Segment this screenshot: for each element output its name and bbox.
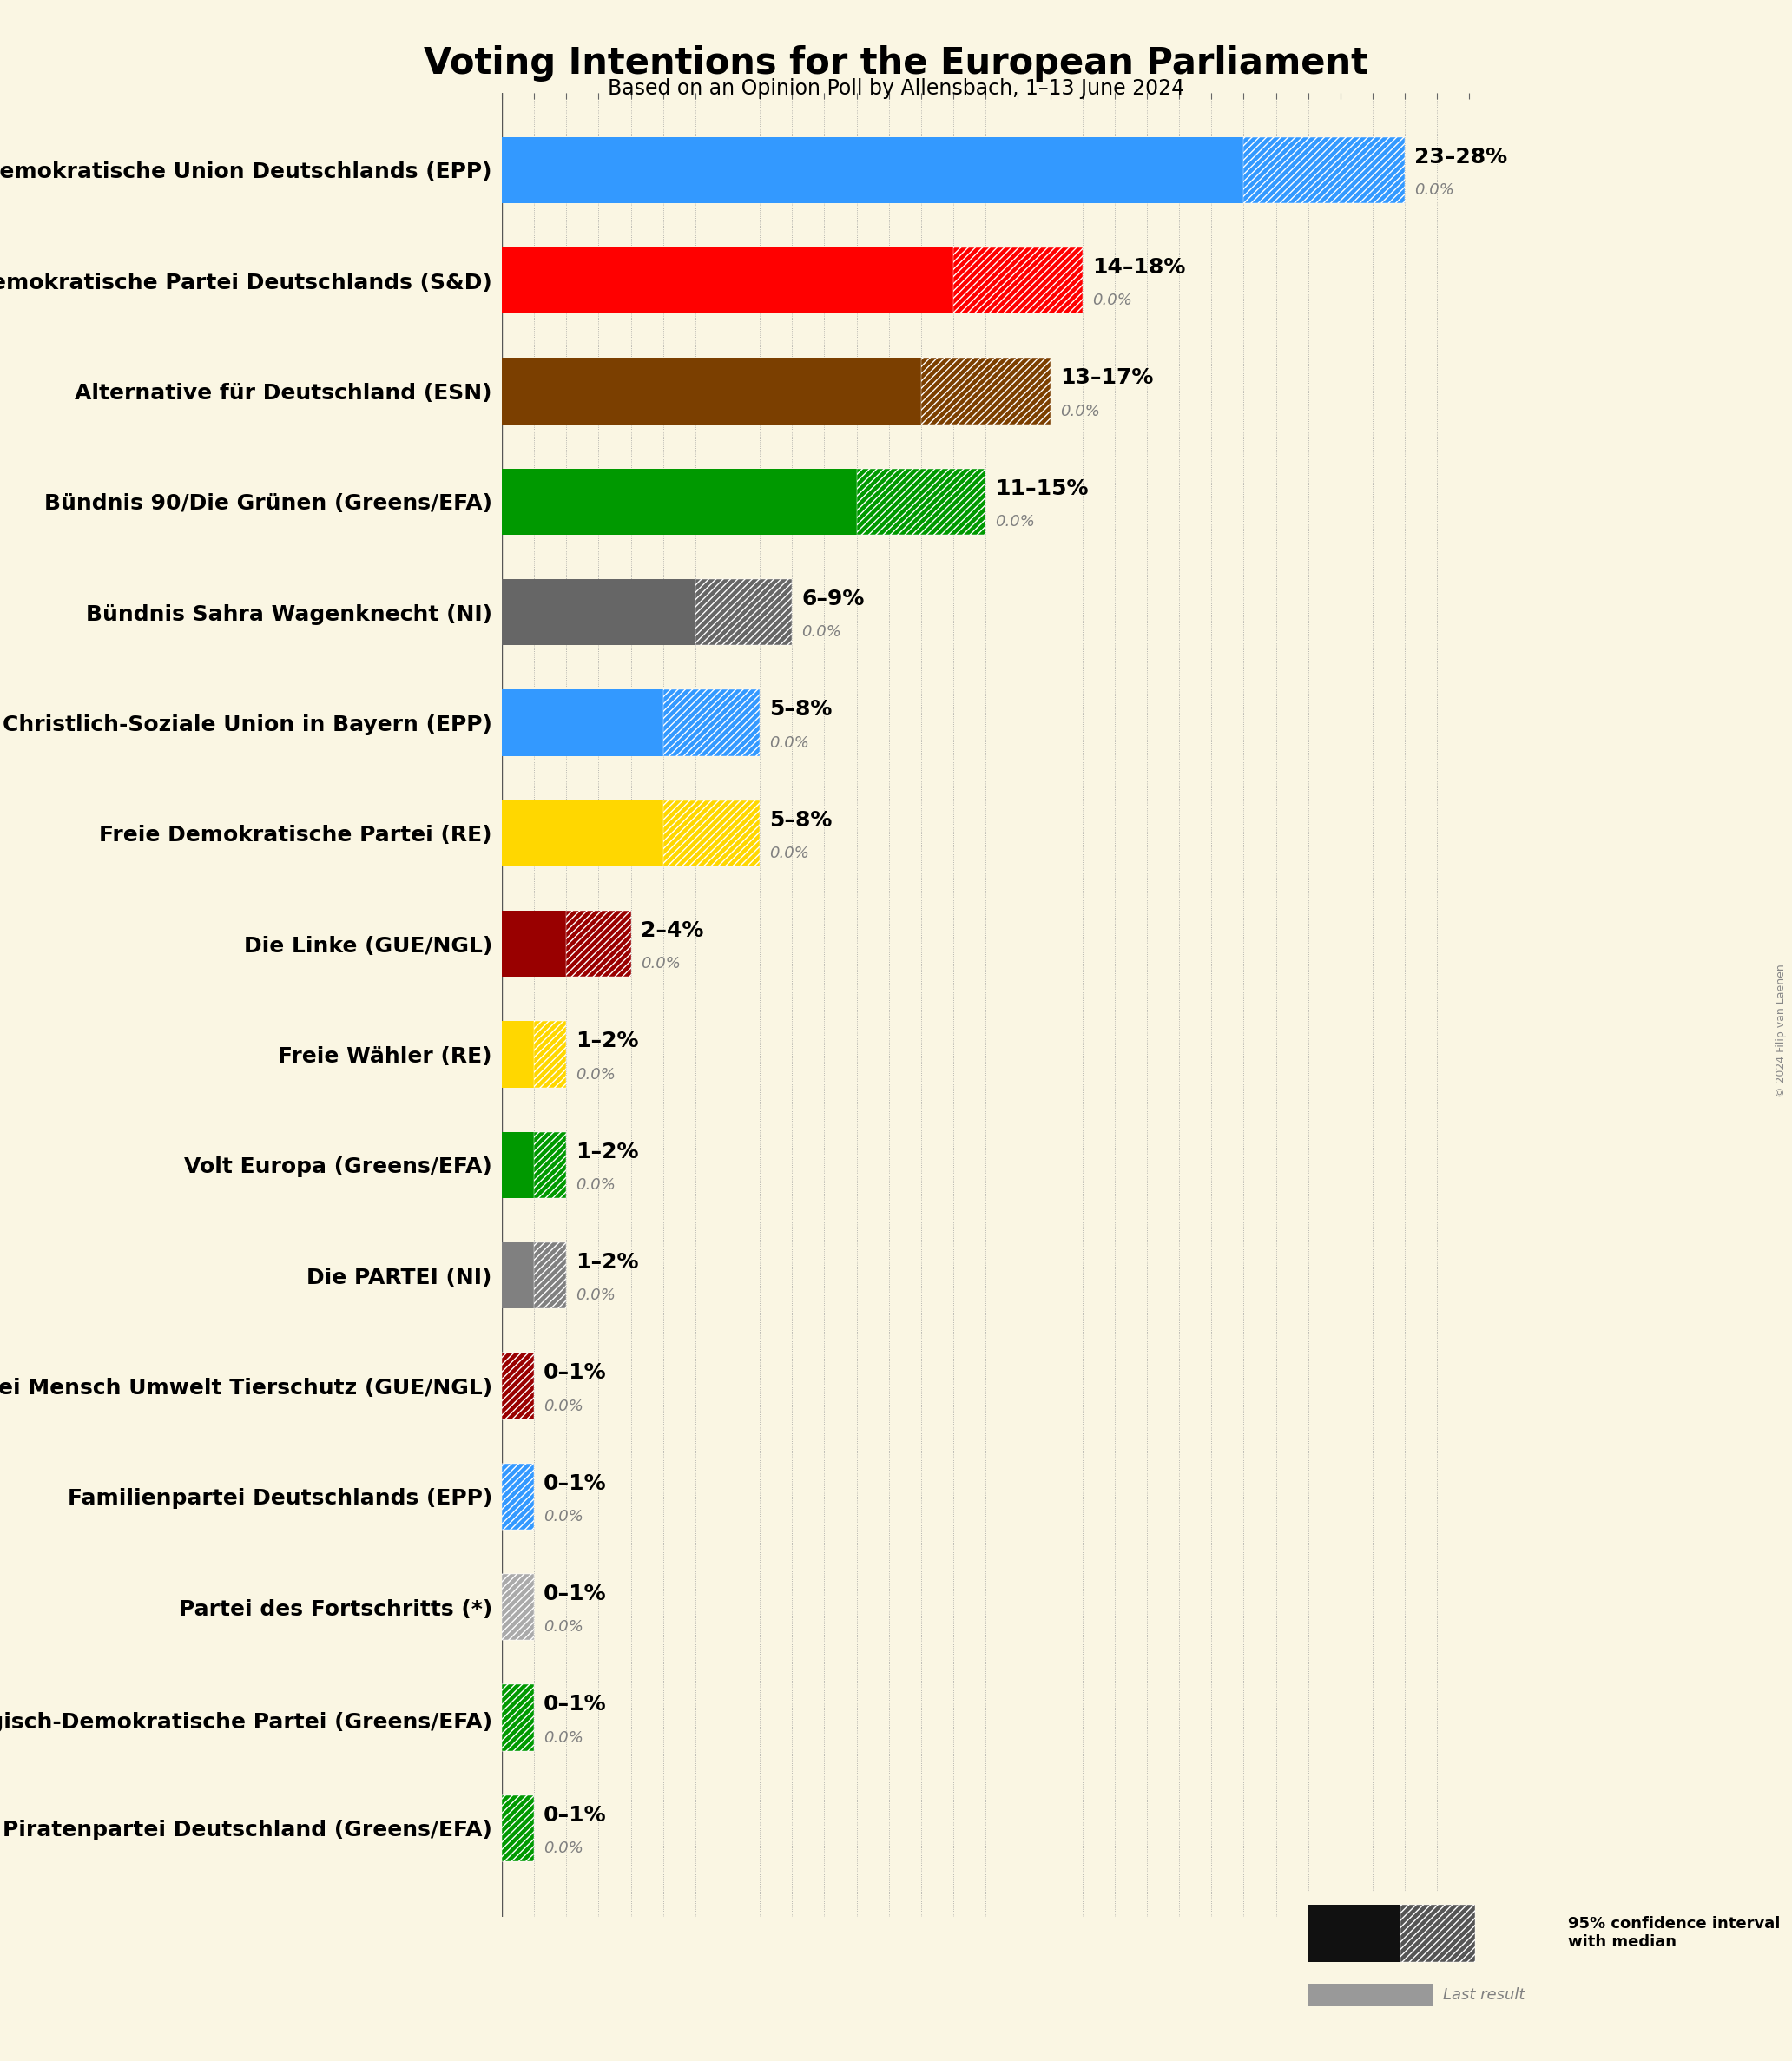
- Text: 0.0%: 0.0%: [575, 1288, 616, 1303]
- Text: 0.0%: 0.0%: [543, 1620, 584, 1634]
- Text: 0.0%: 0.0%: [801, 624, 842, 641]
- Text: 1–2%: 1–2%: [575, 1251, 640, 1274]
- Text: 0.0%: 0.0%: [575, 1177, 616, 1193]
- Text: Voting Intentions for the European Parliament: Voting Intentions for the European Parli…: [423, 45, 1369, 82]
- Bar: [502, 1463, 534, 1529]
- Text: 1–2%: 1–2%: [575, 1030, 640, 1051]
- Bar: [502, 690, 663, 756]
- Bar: [502, 359, 921, 425]
- Text: 0.0%: 0.0%: [640, 956, 681, 971]
- Bar: [502, 468, 857, 536]
- Bar: [566, 911, 631, 977]
- Bar: [953, 247, 1082, 313]
- Text: 95% confidence interval
with median: 95% confidence interval with median: [1568, 1917, 1779, 1950]
- Text: 0.0%: 0.0%: [1059, 404, 1100, 418]
- Text: 0.0%: 0.0%: [769, 736, 810, 750]
- Text: Last result: Last result: [1443, 1987, 1525, 2003]
- Bar: [857, 468, 986, 536]
- Text: 0.0%: 0.0%: [543, 1840, 584, 1857]
- Bar: [534, 1243, 566, 1309]
- Bar: [502, 1684, 534, 1752]
- Bar: [502, 1352, 534, 1420]
- Bar: [1244, 136, 1405, 204]
- Text: 2–4%: 2–4%: [640, 921, 702, 942]
- Bar: [502, 1022, 534, 1088]
- Text: 0–1%: 0–1%: [543, 1694, 607, 1715]
- Bar: [1308, 1904, 1400, 1962]
- Text: 6–9%: 6–9%: [801, 589, 864, 610]
- Bar: [502, 1463, 534, 1529]
- Text: 0–1%: 0–1%: [543, 1805, 607, 1826]
- Bar: [921, 359, 1050, 425]
- Bar: [502, 1131, 534, 1197]
- Text: 1–2%: 1–2%: [575, 1142, 640, 1162]
- Text: 13–17%: 13–17%: [1059, 367, 1152, 387]
- Text: 0–1%: 0–1%: [543, 1362, 607, 1383]
- Bar: [534, 1022, 566, 1088]
- Text: 0–1%: 0–1%: [543, 1583, 607, 1603]
- Text: © 2024 Filip van Laenen: © 2024 Filip van Laenen: [1776, 965, 1787, 1096]
- Text: 0.0%: 0.0%: [995, 513, 1036, 530]
- Bar: [502, 247, 953, 313]
- Bar: [534, 1131, 566, 1197]
- Bar: [695, 579, 792, 645]
- Bar: [502, 579, 695, 645]
- Text: 0.0%: 0.0%: [1091, 293, 1133, 309]
- Text: 11–15%: 11–15%: [995, 478, 1088, 499]
- Bar: [502, 1575, 534, 1641]
- Text: 0.0%: 0.0%: [769, 845, 810, 861]
- Text: 0.0%: 0.0%: [1414, 181, 1455, 198]
- Bar: [502, 1684, 534, 1752]
- Text: 0.0%: 0.0%: [575, 1066, 616, 1082]
- Text: 0.0%: 0.0%: [543, 1397, 584, 1414]
- Text: 0.0%: 0.0%: [543, 1729, 584, 1746]
- Text: 14–18%: 14–18%: [1091, 258, 1185, 278]
- Bar: [1400, 1904, 1475, 1962]
- Bar: [663, 690, 760, 756]
- Bar: [1308, 1983, 1434, 2007]
- Bar: [502, 1243, 534, 1309]
- Bar: [502, 1795, 534, 1861]
- Bar: [502, 800, 663, 866]
- Text: Based on an Opinion Poll by Allensbach, 1–13 June 2024: Based on an Opinion Poll by Allensbach, …: [607, 78, 1185, 99]
- Bar: [663, 800, 760, 866]
- Text: 23–28%: 23–28%: [1414, 146, 1507, 167]
- Text: 0.0%: 0.0%: [543, 1509, 584, 1525]
- Bar: [502, 911, 566, 977]
- Bar: [502, 1575, 534, 1641]
- Text: 5–8%: 5–8%: [769, 810, 831, 831]
- Bar: [502, 1795, 534, 1861]
- Text: 0–1%: 0–1%: [543, 1474, 607, 1494]
- Bar: [502, 1352, 534, 1420]
- Bar: [502, 136, 1244, 204]
- Text: 5–8%: 5–8%: [769, 699, 831, 719]
